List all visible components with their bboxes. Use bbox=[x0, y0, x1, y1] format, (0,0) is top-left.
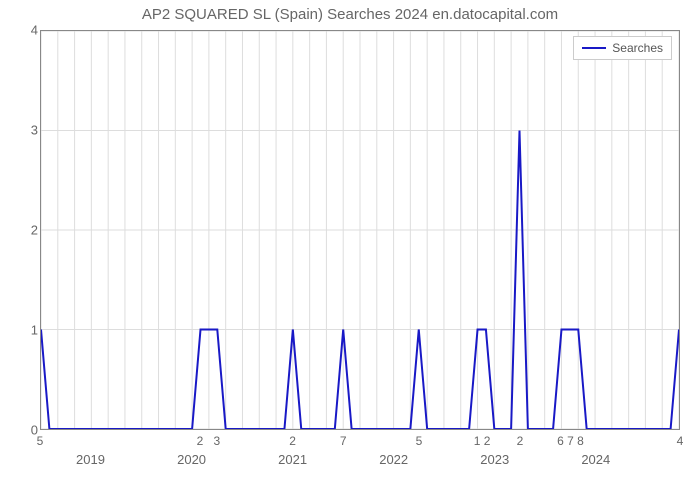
searches-chart: AP2 SQUARED SL (Spain) Searches 2024 en.… bbox=[0, 0, 700, 500]
x-axis-year-label: 2022 bbox=[379, 452, 408, 467]
x-axis-year-label: 2019 bbox=[76, 452, 105, 467]
x-axis-year-label: 2023 bbox=[480, 452, 509, 467]
plot-area bbox=[40, 30, 680, 430]
legend-label: Searches bbox=[612, 41, 663, 55]
x-axis-value-label: 2 bbox=[289, 434, 296, 448]
y-axis-tick: 1 bbox=[8, 323, 38, 338]
x-axis-value-label: 5 bbox=[37, 434, 44, 448]
chart-legend: Searches bbox=[573, 36, 672, 60]
x-axis-value-label: 5 bbox=[416, 434, 423, 448]
y-axis-tick: 3 bbox=[8, 123, 38, 138]
legend-swatch bbox=[582, 47, 606, 49]
x-axis-year-label: 2024 bbox=[581, 452, 610, 467]
y-axis-tick: 2 bbox=[8, 223, 38, 238]
x-axis-value-label: 6 7 8 bbox=[557, 434, 584, 448]
chart-title: AP2 SQUARED SL (Spain) Searches 2024 en.… bbox=[0, 6, 700, 23]
x-axis-year-label: 2020 bbox=[177, 452, 206, 467]
x-axis-year-label: 2021 bbox=[278, 452, 307, 467]
x-axis-value-label: 4 bbox=[677, 434, 684, 448]
chart-svg bbox=[41, 31, 679, 429]
x-axis-value-label: 7 bbox=[340, 434, 347, 448]
x-axis-value-label: 2 bbox=[517, 434, 524, 448]
y-axis-tick: 4 bbox=[8, 23, 38, 38]
x-axis-value-label: 3 bbox=[213, 434, 220, 448]
x-axis-value-label: 1 2 bbox=[474, 434, 491, 448]
y-axis-tick: 0 bbox=[8, 423, 38, 438]
x-axis-value-label: 2 bbox=[197, 434, 204, 448]
